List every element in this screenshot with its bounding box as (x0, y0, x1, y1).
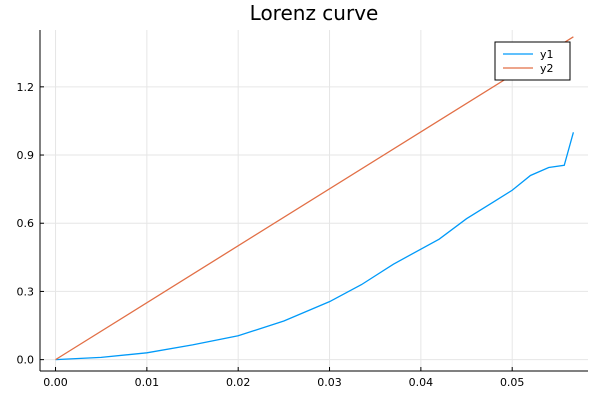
grid (40, 30, 588, 371)
y-tick-label: 0.3 (17, 285, 35, 298)
series-line-y1 (55, 132, 575, 361)
series-line-y2 (55, 36, 574, 361)
x-tick-label: 0.03 (317, 376, 342, 389)
chart-title: Lorenz curve (250, 1, 379, 25)
legend-label-y1: y1 (540, 48, 554, 61)
y-tick-label: 0.9 (17, 149, 35, 162)
x-tick-label: 0.01 (135, 376, 160, 389)
x-tick-label: 0.02 (226, 376, 251, 389)
legend-box (494, 41, 571, 81)
x-tick-label: 0.05 (500, 376, 525, 389)
axes: 0.00 0.01 0.02 0.03 0.04 0.05 0.0 0.3 0.6 0.9 1.2 (17, 30, 588, 389)
x-tick-label: 0.04 (409, 376, 434, 389)
y-tick-label: 0.0 (17, 354, 35, 367)
series-lines (55, 36, 575, 361)
legend-label-y2: y2 (540, 62, 554, 75)
y-tick-label: 1.2 (17, 81, 35, 94)
y-tick-label: 0.6 (17, 217, 35, 230)
x-tick-label: 0.00 (43, 376, 68, 389)
